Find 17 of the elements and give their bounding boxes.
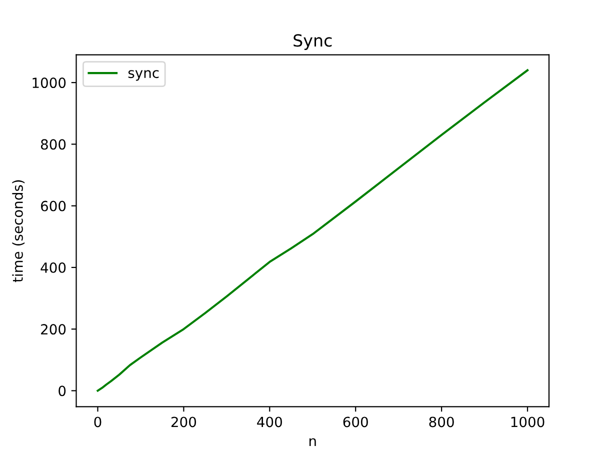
x-tick-label: 400 bbox=[257, 416, 282, 428]
x-axis-title: n bbox=[309, 438, 316, 446]
x-tick-label: 200 bbox=[171, 416, 196, 428]
legend-label: sync bbox=[128, 70, 159, 81]
y-tick-label: 600 bbox=[40, 200, 66, 212]
line-series bbox=[96, 69, 529, 392]
chart-title: Sync bbox=[294, 34, 332, 50]
y-tick-label: 0 bbox=[58, 386, 66, 396]
y-tick-label: 200 bbox=[41, 324, 66, 335]
x-tick-label: 800 bbox=[429, 416, 454, 428]
x-tick-label: 0 bbox=[94, 416, 102, 428]
y-tick-label: 1000 bbox=[32, 78, 66, 88]
y-tick-label: 800 bbox=[40, 139, 66, 150]
y-tick-label: 400 bbox=[40, 262, 66, 273]
y-axis-title: time (seconds) bbox=[12, 180, 25, 282]
x-tick-label: 1000 bbox=[511, 416, 544, 428]
x-tick-label: 600 bbox=[343, 416, 368, 428]
